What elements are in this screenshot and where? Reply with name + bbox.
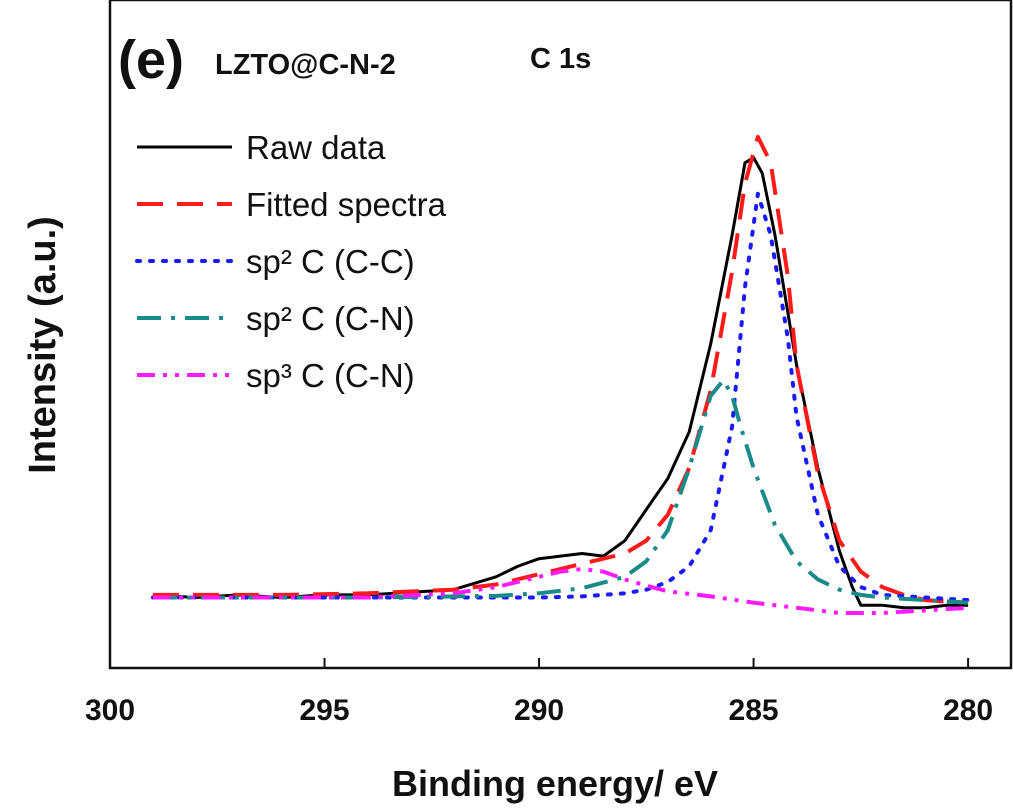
plot-frame bbox=[108, 0, 1013, 670]
x-tick-label: 290 bbox=[514, 694, 564, 727]
series-line-2 bbox=[150, 191, 971, 603]
sample-label: LZTO@C-N-2 bbox=[215, 49, 396, 81]
x-tick-label: 295 bbox=[299, 694, 349, 727]
legend-label-2: sp² C (C-C) bbox=[246, 243, 415, 280]
legend: Raw data Fitted spectra sp² C (C-C) sp² C (… bbox=[135, 129, 447, 394]
legend-label-4: sp³ C (C-N) bbox=[246, 357, 415, 394]
series-line-4 bbox=[152, 567, 969, 615]
x-tick-label: 280 bbox=[943, 694, 993, 727]
x-tick-label: 285 bbox=[729, 694, 779, 727]
y-axis-title: Intensity (a.u.) bbox=[22, 216, 64, 474]
legend-label-0: Raw data bbox=[246, 129, 386, 166]
legend-label-3: sp² C (C-N) bbox=[246, 300, 415, 337]
series-line-3 bbox=[152, 378, 969, 605]
series-line-0 bbox=[152, 156, 969, 610]
panel-label: (e) bbox=[118, 30, 184, 90]
x-tick-label: 300 bbox=[85, 694, 135, 727]
series-group bbox=[150, 134, 971, 615]
x-axis-title: Binding energy/ eV bbox=[392, 763, 718, 804]
x-tick-group: 300 295 290 285 280 bbox=[85, 658, 993, 727]
region-label: C 1s bbox=[530, 43, 591, 75]
legend-label-1: Fitted spectra bbox=[246, 186, 447, 223]
